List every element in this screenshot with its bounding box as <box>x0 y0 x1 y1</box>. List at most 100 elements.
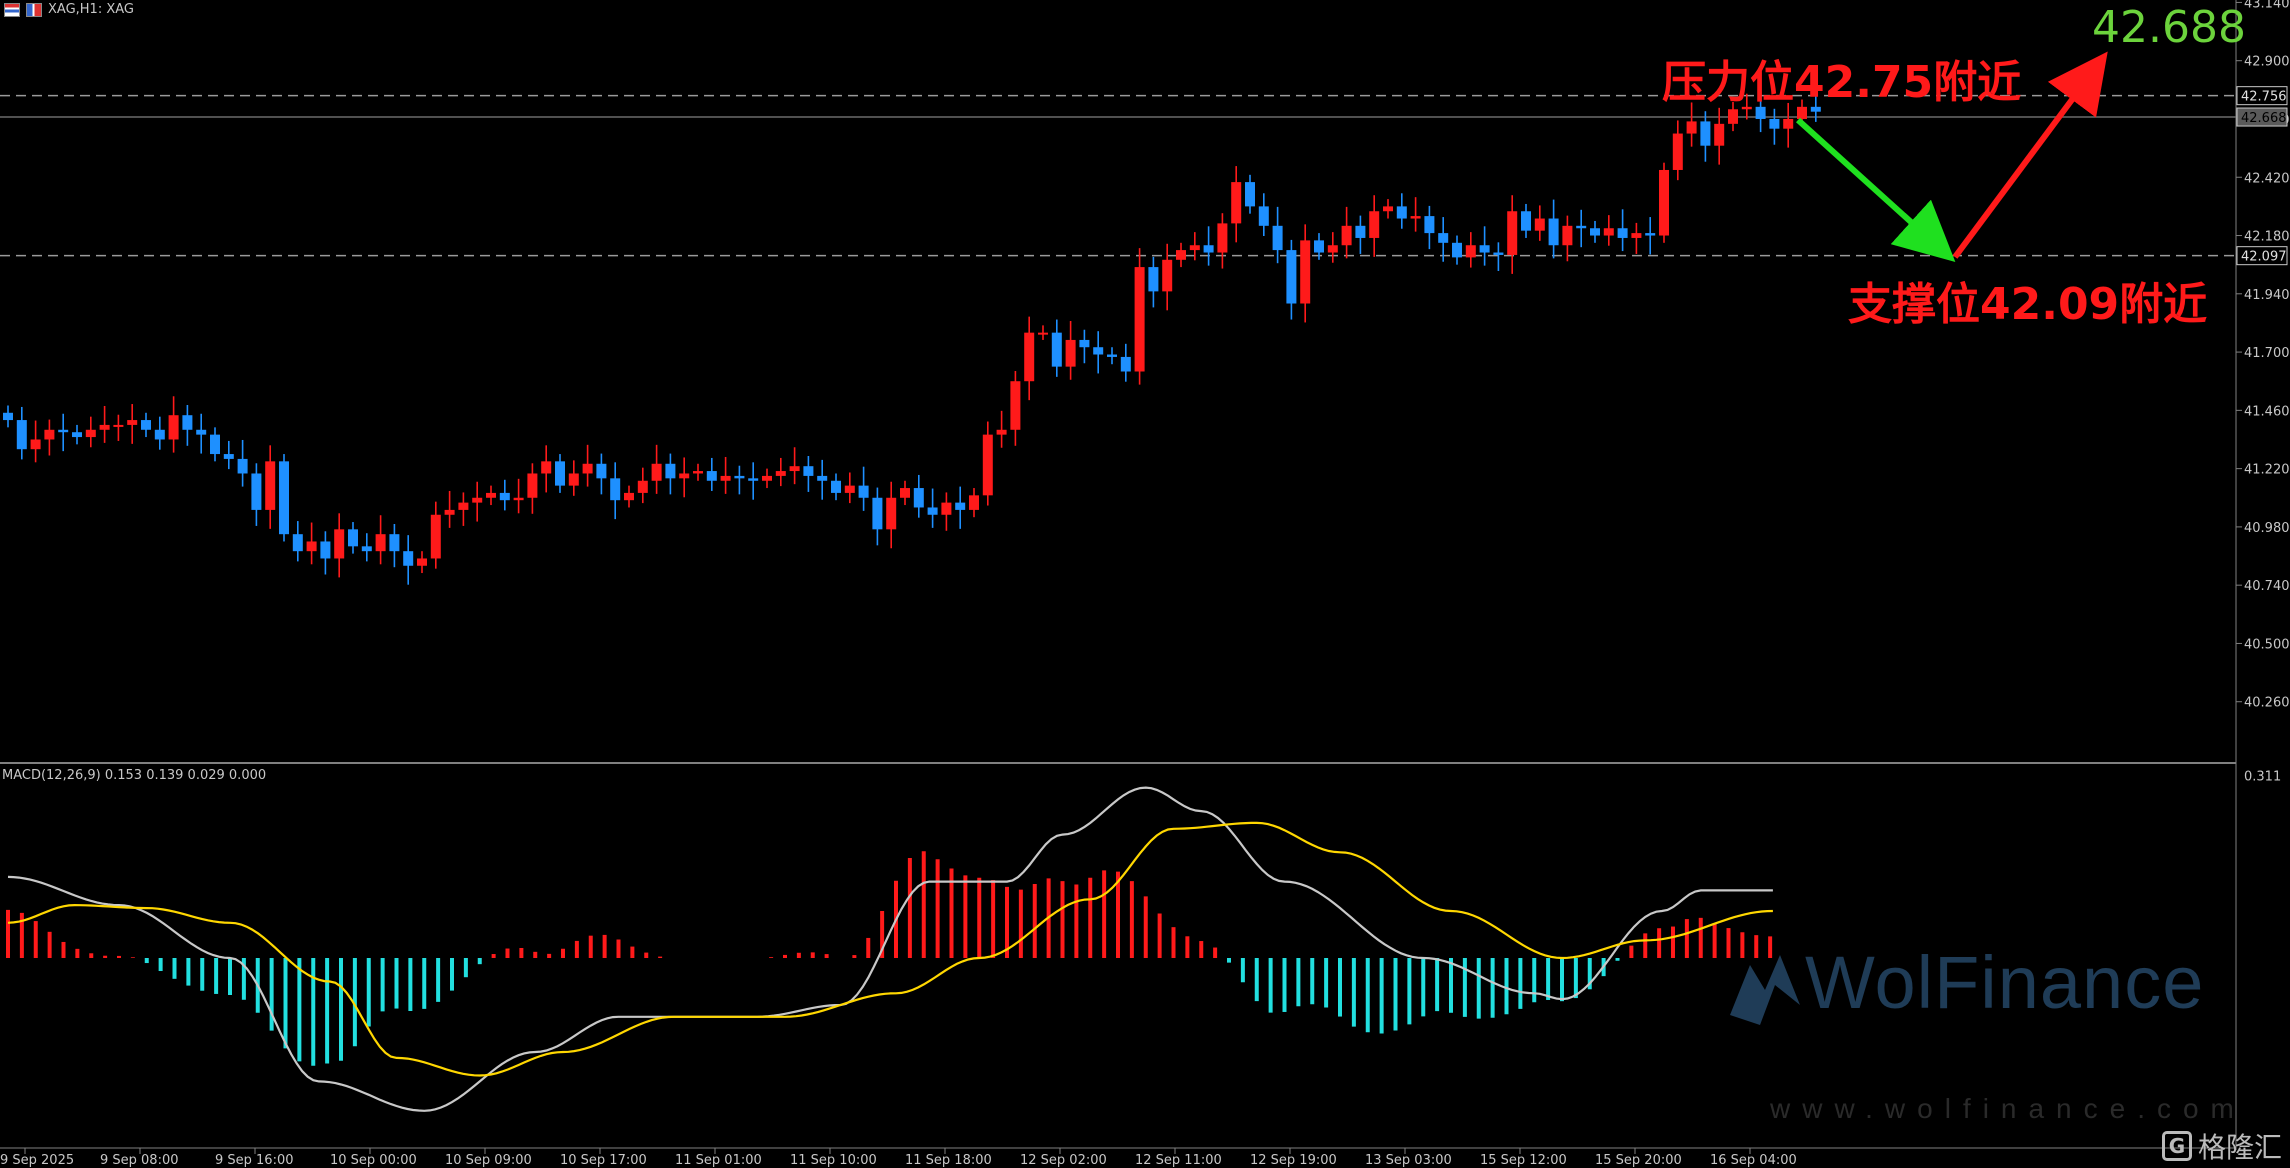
menu-icon[interactable] <box>4 2 20 17</box>
candle-body <box>458 502 469 510</box>
candle-body <box>1686 121 1697 134</box>
candle-body <box>306 541 317 552</box>
candle-body <box>858 485 869 498</box>
candle-body <box>430 514 441 559</box>
chart-header: XAG,H1: XAG <box>4 2 134 17</box>
time-tick-label: 15 Sep 20:00 <box>1595 1153 1682 1168</box>
price-tick-label: 41.700 <box>2244 346 2290 361</box>
candle-body <box>1410 216 1421 219</box>
candle-body <box>1590 228 1600 236</box>
resistance-suffix: 附近 <box>1933 57 2022 108</box>
candle-body <box>44 429 55 440</box>
candle-body <box>1755 106 1766 119</box>
candle-body <box>1203 245 1214 253</box>
time-tick-label: 9 Sep 16:00 <box>215 1153 294 1168</box>
candle-body <box>417 558 427 566</box>
candle-body <box>237 458 248 474</box>
candle-body <box>251 473 262 510</box>
wolfinance-watermark: WolFinance <box>1710 940 2204 1025</box>
signal-line <box>7 821 1773 1077</box>
candle-body <box>1548 218 1559 246</box>
candle-body <box>1700 121 1711 146</box>
flag-icon <box>26 2 42 17</box>
candle-body <box>320 541 331 559</box>
candle-body <box>1797 106 1807 119</box>
candle-body <box>762 475 772 481</box>
candle-body <box>1286 250 1297 304</box>
time-tick-label: 11 Sep 10:00 <box>790 1153 877 1168</box>
time-tick-label: 16 Sep 04:00 <box>1710 1153 1797 1168</box>
candle-body <box>168 415 179 440</box>
candle-body <box>1741 106 1752 110</box>
candle-body <box>1065 339 1076 367</box>
current-price-tag-label: 42.668 <box>2241 111 2287 126</box>
support-price-tag <box>2236 246 2288 266</box>
candle-body <box>1189 245 1200 251</box>
candle-body <box>499 492 510 501</box>
candle-body <box>1120 356 1131 372</box>
candle-body <box>1783 118 1794 129</box>
candle-body <box>1383 206 1393 212</box>
price-tick-label: 42.420 <box>2244 171 2290 186</box>
candle-body <box>624 492 634 501</box>
candle-body <box>1562 225 1573 246</box>
resistance-price-tag <box>2236 86 2288 106</box>
candle-body <box>1424 216 1435 234</box>
candle-body <box>334 529 345 559</box>
resistance-annotation: 压力位42.75附近 <box>1662 46 2021 110</box>
candle-body <box>210 434 220 455</box>
down-arrow <box>1795 117 1956 263</box>
candle-body <box>1438 233 1449 243</box>
symbol-label: XAG,H1: XAG <box>48 2 134 17</box>
candle-body <box>265 461 276 510</box>
candle-body <box>1603 228 1614 236</box>
time-tick-label: 9 Sep 2025 <box>0 1153 74 1168</box>
candle-body <box>1093 347 1104 355</box>
candle-body <box>444 509 455 515</box>
candle-body <box>1258 206 1269 226</box>
candle-body <box>693 471 703 474</box>
candle-body <box>389 534 400 552</box>
candle-body <box>1728 109 1738 124</box>
price-tick-label: 42.180 <box>2244 230 2290 245</box>
candle-body <box>141 420 151 430</box>
time-tick-label: 12 Sep 11:00 <box>1135 1153 1222 1168</box>
candle-body <box>969 495 979 510</box>
candle-body <box>1659 169 1669 236</box>
macd-tick-label: 0.311 <box>2244 769 2281 784</box>
candle-body <box>1769 118 1780 129</box>
candle-body <box>720 475 731 481</box>
candle-body <box>1327 245 1338 253</box>
macd-line <box>7 786 1773 1112</box>
time-tick-label: 12 Sep 02:00 <box>1020 1153 1107 1168</box>
target-annotation: 42.688 <box>2092 2 2246 53</box>
candle-body <box>1300 240 1311 304</box>
candle-body <box>803 466 814 476</box>
candle-body <box>1576 225 1587 229</box>
candle-body <box>941 502 952 515</box>
candle-body <box>472 497 483 503</box>
candle-body <box>72 432 82 438</box>
wolfinance-logo-icon <box>1730 955 1800 1025</box>
candle-body <box>913 488 924 508</box>
candle-body <box>1507 211 1518 255</box>
candle-body <box>541 461 552 474</box>
price-tick-label: 40.500 <box>2244 637 2290 652</box>
candle-body <box>637 480 648 493</box>
support-price-tag-label: 42.097 <box>2241 250 2287 265</box>
candle-body <box>1355 225 1366 238</box>
candle-body <box>1617 228 1628 238</box>
time-tick-label: 11 Sep 18:00 <box>905 1153 992 1168</box>
candle-body <box>30 439 41 450</box>
candle-body <box>486 492 496 498</box>
candle-body <box>555 461 565 486</box>
resistance-price-tag-label: 42.756 <box>2241 90 2287 105</box>
candle-body <box>886 497 897 530</box>
price-tick-label: 43.140 <box>2244 0 2290 11</box>
time-axis: 9 Sep 2025 9 Sep 08:00 9 Sep 16:00 10 Sep 0… <box>0 1148 1797 1168</box>
macd-label: MACD(12,26,9) 0.153 0.139 0.029 0.000 <box>2 768 267 783</box>
current-price-tag <box>2236 107 2288 127</box>
candle-body <box>1217 223 1228 253</box>
candle-body <box>182 415 193 430</box>
